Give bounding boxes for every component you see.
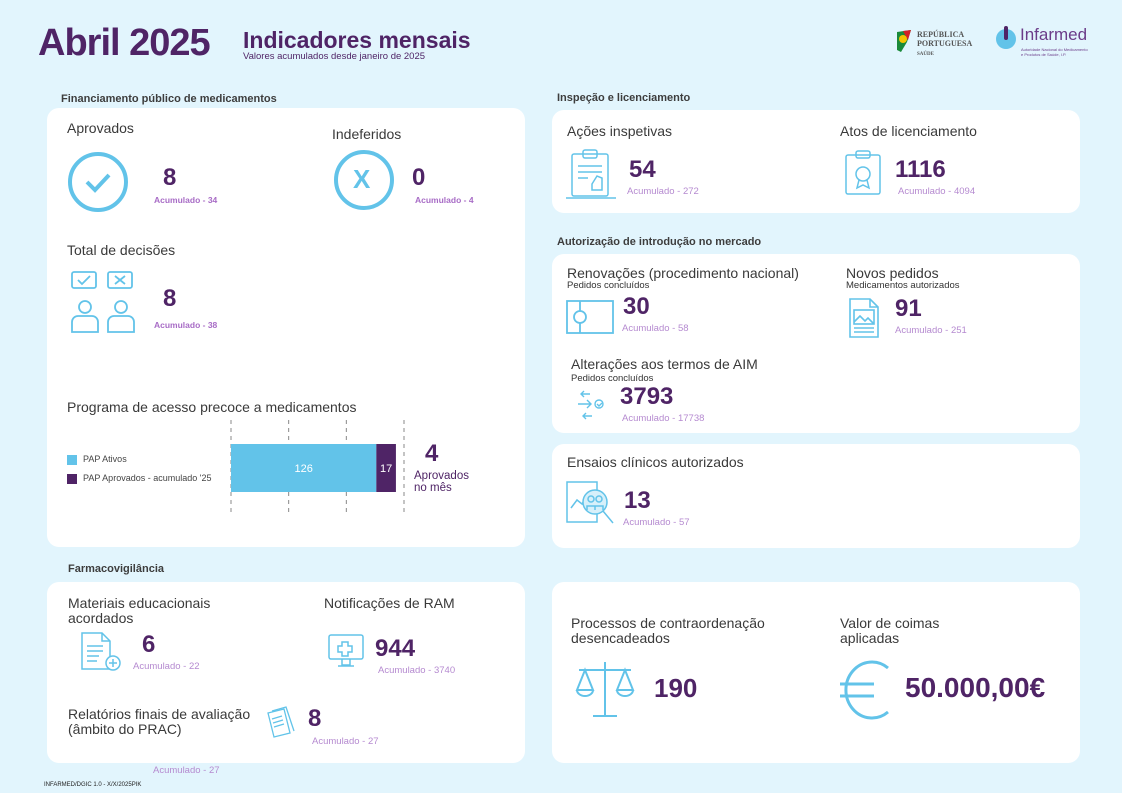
materiais-label: Materiais educacionais acordados <box>68 595 211 626</box>
pap-value: 4 <box>425 440 439 467</box>
bar-segment-1 <box>376 444 396 492</box>
legend-pap-aprovados: PAP Aprovados - acumulado '25 <box>67 473 211 484</box>
ensaios-acc: Acumulado - 57 <box>623 517 690 528</box>
ram-label: Notificações de RAM <box>324 595 455 611</box>
ensaios-label: Ensaios clínicos autorizados <box>567 454 744 470</box>
relatorios-label: Relatórios finais de avaliação (âmbito d… <box>68 706 251 737</box>
bar-label-1: 17 <box>380 463 392 475</box>
ensaios-card <box>552 444 1080 548</box>
alter-acc: Acumulado - 17738 <box>622 413 705 424</box>
research-magnifier-icon <box>563 478 615 528</box>
renov-label: Renovações (procedimento nacional) <box>567 265 799 281</box>
section-farmaco: Farmacovigilância <box>68 563 164 575</box>
pap-bar-chart: 126 17 <box>230 420 405 516</box>
republica-logo-text: REPÚBLICA PORTUGUESA SAÚDE <box>917 30 973 57</box>
acoes-acc: Acumulado - 272 <box>627 186 699 197</box>
page-title: Indicadores mensais <box>243 27 471 53</box>
republica-logo: REPÚBLICA PORTUGUESA SAÚDE <box>895 28 980 60</box>
infarmed-logo: Infarmed Autoridade Nacional do Medicame… <box>994 25 1089 61</box>
contra-label: Processos de contraordenação desencadead… <box>571 615 765 646</box>
novos-value: 91 <box>895 295 922 322</box>
total-acc: Acumulado - 38 <box>154 320 218 330</box>
legend-swatch <box>67 454 77 465</box>
legend-swatch <box>67 473 77 484</box>
total-value: 8 <box>163 285 177 312</box>
renov-sub: Pedidos concluídos <box>567 280 650 291</box>
infarmed-logo-text: Infarmed <box>1020 25 1088 44</box>
ram-value: 944 <box>375 635 416 662</box>
contra-coimas-card <box>552 582 1080 763</box>
document-add-icon <box>80 632 124 672</box>
exchange-arrows-icon <box>576 390 608 422</box>
aim-card <box>552 254 1080 433</box>
aprovados-value: 8 <box>163 164 177 191</box>
bar-segment-0 <box>231 444 377 492</box>
legend-pap-ativos: PAP Ativos <box>67 454 127 465</box>
total-label: Total de decisões <box>67 242 176 258</box>
renov-value: 30 <box>623 293 650 320</box>
novos-label: Novos pedidos <box>846 265 939 281</box>
pap-label: Programa de acesso precoce a medicamento… <box>67 399 357 415</box>
relatorios-value: 8 <box>308 705 322 732</box>
alter-sub: Pedidos concluídos <box>571 373 654 384</box>
indeferidos-value: 0 <box>412 164 426 191</box>
decision-people-icon <box>68 270 138 334</box>
reports-stack-icon <box>264 705 300 741</box>
acoes-value: 54 <box>629 156 656 183</box>
section-inspecao: Inspeção e licenciamento <box>557 92 691 104</box>
materiais-acc: Acumulado - 22 <box>133 661 200 672</box>
atos-value: 1116 <box>895 156 946 183</box>
inspecao-card <box>552 110 1080 213</box>
renov-acc: Acumulado - 58 <box>622 323 689 334</box>
alter-label: Alterações aos termos de AIM <box>571 356 758 372</box>
coimas-label: Valor de coimas aplicadas <box>840 615 940 646</box>
monitor-medical-icon <box>328 634 366 670</box>
clipboard-inspection-icon <box>566 148 618 200</box>
section-aim: Autorização de introdução no mercado <box>557 236 762 248</box>
relatorios-acc: Acumulado - 27 <box>312 736 379 747</box>
indeferidos-label: Indeferidos <box>332 126 402 142</box>
renewal-icon <box>566 300 614 334</box>
scales-icon <box>573 660 637 720</box>
coimas-value: 50.000,00€ <box>905 672 1046 703</box>
acoes-label: Ações inspetivas <box>567 123 673 139</box>
certificate-icon <box>843 150 883 196</box>
bar-label-0: 126 <box>294 463 312 475</box>
pap-value-label: Aprovados no mês <box>414 470 469 494</box>
page-subtitle: Valores acumulados desde janeiro de 2025 <box>243 51 426 62</box>
aprovados-label: Aprovados <box>67 120 134 136</box>
indeferidos-acc: Acumulado - 4 <box>415 195 474 205</box>
x-circle-icon: X <box>333 149 395 211</box>
stray-acc: Acumulado - 27 <box>153 765 220 776</box>
check-circle-icon <box>67 151 129 213</box>
contra-value: 190 <box>654 673 698 703</box>
novos-acc: Acumulado - 251 <box>895 325 967 336</box>
document-image-icon <box>849 298 879 338</box>
ensaios-value: 13 <box>624 487 651 514</box>
farmaco-card <box>47 582 525 763</box>
euro-icon <box>838 658 894 722</box>
section-financiamento: Financiamento público de medicamentos <box>61 93 277 105</box>
alter-value: 3793 <box>620 383 674 410</box>
month-title: Abril 2025 <box>38 22 211 64</box>
atos-acc: Acumulado - 4094 <box>898 186 976 197</box>
ram-acc: Acumulado - 3740 <box>378 665 456 676</box>
aprovados-acc: Acumulado - 34 <box>154 195 218 205</box>
novos-sub: Medicamentos autorizados <box>846 280 960 291</box>
atos-label: Atos de licenciamento <box>840 123 977 139</box>
materiais-value: 6 <box>142 631 156 658</box>
footer-code: INFARMED/DGIC 1.0 - X/X/2025PIK <box>44 782 142 788</box>
